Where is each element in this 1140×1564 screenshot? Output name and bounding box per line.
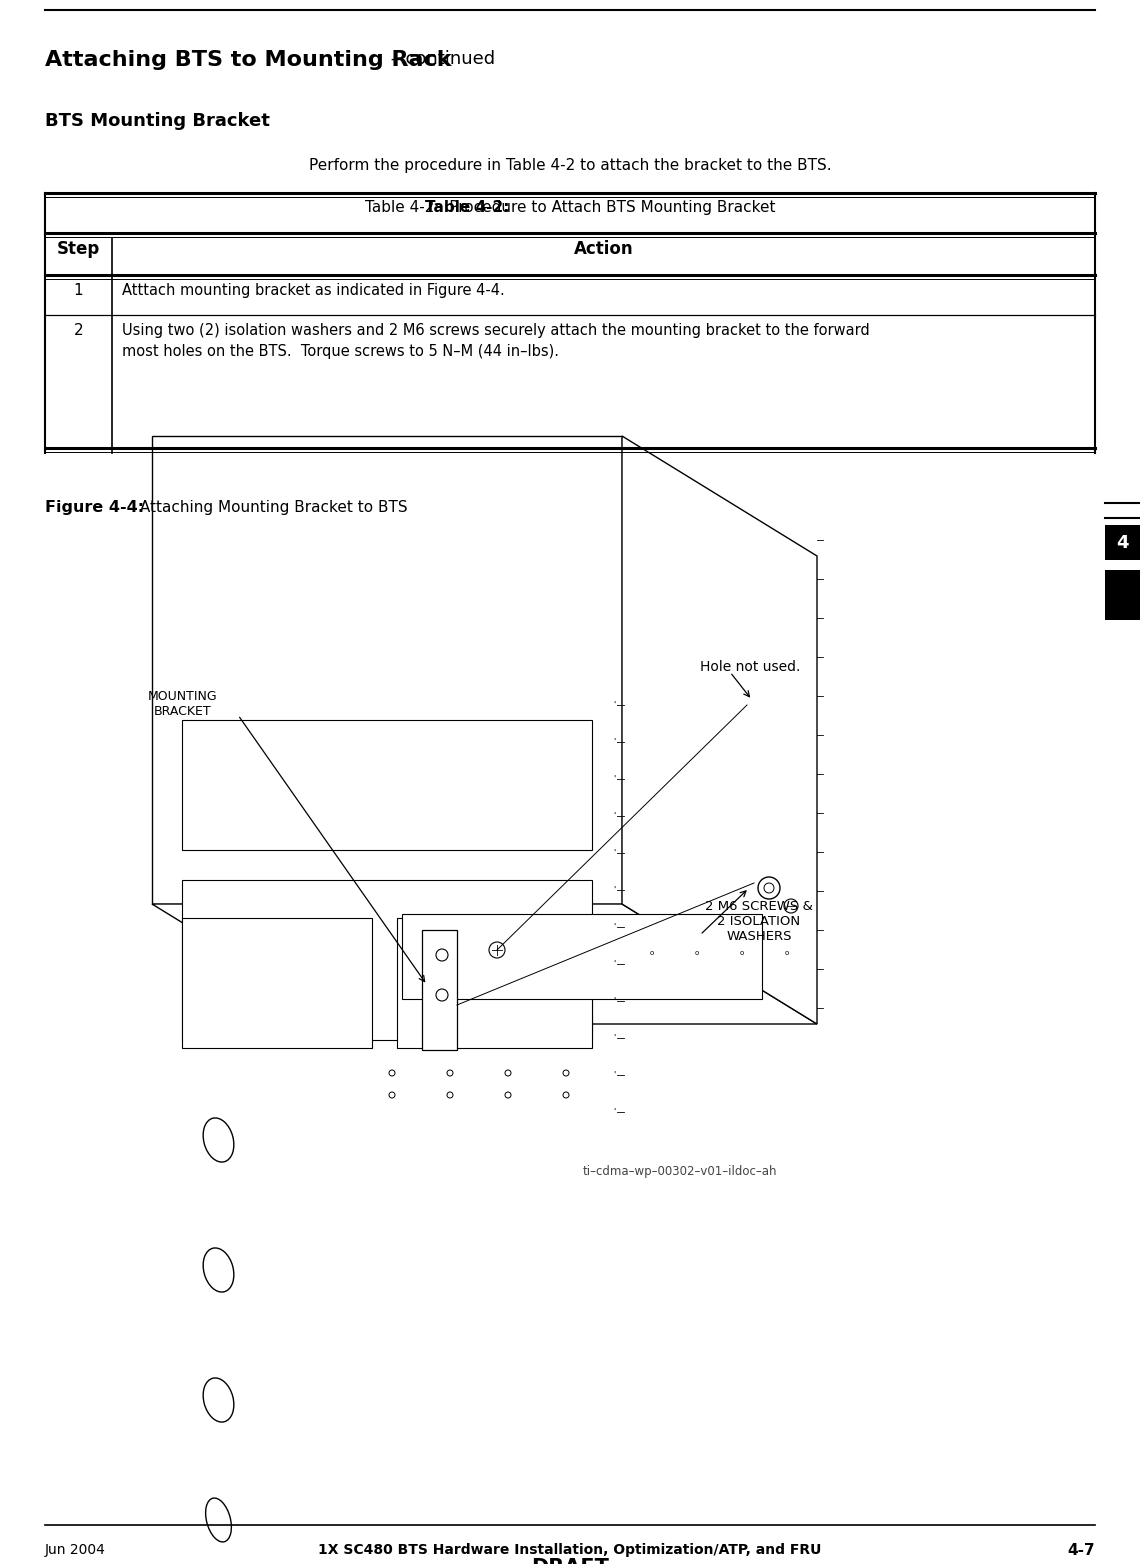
Text: o: o [784, 949, 789, 956]
Text: 1X SC480 BTS Hardware Installation, Optimization/ATP, and FRU: 1X SC480 BTS Hardware Installation, Opti… [318, 1544, 822, 1558]
Text: 4-7: 4-7 [1067, 1544, 1096, 1558]
Text: MOUNTING
BRACKET: MOUNTING BRACKET [148, 690, 218, 718]
Circle shape [489, 942, 505, 959]
Text: o: o [740, 949, 744, 956]
Polygon shape [402, 913, 762, 999]
Circle shape [758, 877, 780, 899]
Text: ': ' [613, 1107, 616, 1117]
Circle shape [435, 988, 448, 1001]
Text: ': ' [613, 885, 616, 895]
Text: 1: 1 [74, 283, 83, 299]
Text: Hole not used.: Hole not used. [700, 660, 800, 674]
Text: Using two (2) isolation washers and 2 M6 screws securely attach the mounting bra: Using two (2) isolation washers and 2 M6… [122, 324, 870, 338]
Bar [397, 918, 592, 1048]
Text: Figure 4-4:: Figure 4-4: [44, 500, 144, 515]
Bar [422, 931, 457, 1049]
Text: o: o [695, 949, 699, 956]
Text: Attaching Mounting Bracket to BTS: Attaching Mounting Bracket to BTS [135, 500, 408, 515]
Text: o: o [650, 949, 654, 956]
Text: 2: 2 [74, 324, 83, 338]
Text: BTS Mounting Bracket: BTS Mounting Bracket [44, 113, 270, 130]
Text: – continued: – continued [385, 50, 495, 67]
Text: Step: Step [57, 239, 100, 258]
Text: ': ' [613, 1070, 616, 1079]
Bar [182, 719, 592, 849]
Polygon shape [152, 904, 817, 1024]
Bar [182, 881, 592, 1040]
Text: DRAFT: DRAFT [531, 1558, 609, 1564]
Text: Table 4-2:: Table 4-2: [425, 200, 510, 214]
Text: ': ' [613, 701, 616, 710]
Text: Perform the procedure in Table 4-2 to attach the bracket to the BTS.: Perform the procedure in Table 4-2 to at… [309, 158, 831, 174]
Text: 2 M6 SCREWS &
2 ISOLATION
WASHERS: 2 M6 SCREWS & 2 ISOLATION WASHERS [705, 899, 813, 943]
Text: ': ' [613, 774, 616, 784]
Text: Action: Action [573, 239, 634, 258]
Circle shape [764, 884, 774, 893]
Ellipse shape [203, 1248, 234, 1292]
Bar [1105, 569, 1140, 619]
Polygon shape [152, 436, 622, 904]
Text: Attaching BTS to Mounting Rack: Attaching BTS to Mounting Rack [44, 50, 451, 70]
Bar [1105, 526, 1140, 560]
Text: Table 4-2:  Procedure to Attach BTS Mounting Bracket: Table 4-2: Procedure to Attach BTS Mount… [365, 200, 775, 214]
Text: ti–cdma–wp–00302–v01–ildoc–ah: ti–cdma–wp–00302–v01–ildoc–ah [583, 1165, 777, 1178]
Ellipse shape [203, 1118, 234, 1162]
Bar [182, 918, 372, 1048]
Ellipse shape [203, 1378, 234, 1422]
Text: ': ' [613, 812, 616, 821]
Text: ': ' [613, 849, 616, 857]
Text: Jun 2004: Jun 2004 [44, 1544, 106, 1558]
Text: ': ' [613, 1034, 616, 1043]
Circle shape [435, 949, 448, 960]
Text: ': ' [613, 959, 616, 968]
Text: ': ' [613, 996, 616, 1006]
Text: Atttach mounting bracket as indicated in Figure 4-4.: Atttach mounting bracket as indicated in… [122, 283, 505, 299]
Text: ': ' [613, 738, 616, 746]
Circle shape [784, 899, 798, 913]
Ellipse shape [205, 1498, 231, 1542]
Polygon shape [622, 436, 817, 1024]
Text: most holes on the BTS.  Torque screws to 5 N–M (44 in–lbs).: most holes on the BTS. Torque screws to … [122, 344, 559, 360]
Text: 4: 4 [1116, 533, 1129, 552]
Text: ': ' [613, 923, 616, 932]
